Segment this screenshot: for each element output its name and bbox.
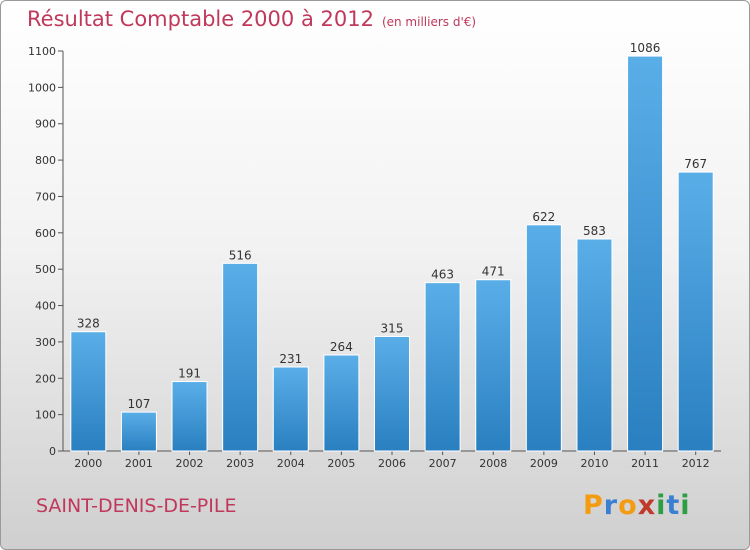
y-tick-label: 100 [35, 409, 56, 422]
bars [70, 55, 714, 452]
bar-2000 [70, 331, 107, 452]
bar-2006 [374, 335, 410, 452]
value-label-2005: 264 [330, 340, 353, 354]
y-tick-label: 900 [35, 118, 56, 131]
place-name: SAINT-DENIS-DE-PILE [36, 495, 237, 517]
chart-title-text: Résultat Comptable 2000 à 2012 [27, 7, 374, 31]
bar-2004 [272, 366, 309, 452]
x-tick-label-2005: 2005 [327, 457, 355, 470]
y-tick-label: 600 [35, 227, 56, 240]
value-label-2012: 767 [684, 157, 707, 171]
x-tick-label-2009: 2009 [530, 457, 558, 470]
y-tick-label: 200 [35, 372, 56, 385]
bar-2008 [475, 279, 512, 452]
value-label-2000: 328 [77, 317, 100, 331]
x-axis: 2000 2001 2002 2003 2004 2005 2006 2007 2008 2009… [63, 450, 721, 470]
value-label-2008: 471 [482, 265, 505, 279]
bar-2011 [627, 55, 664, 452]
logo-letter: r [603, 490, 619, 521]
value-label-2001: 107 [127, 397, 150, 411]
value-label-2004: 231 [279, 352, 302, 366]
y-tick-label: 1000 [28, 81, 56, 94]
value-label-2007: 463 [431, 268, 454, 282]
bar-2009 [525, 224, 562, 452]
bar-2003 [222, 262, 259, 452]
proxiti-logo: Proxiti [583, 490, 691, 521]
x-tick-label-2012: 2012 [682, 457, 710, 470]
y-tick-label: 800 [35, 154, 56, 167]
bar-2005 [323, 354, 360, 452]
value-labels: 328 107 191 516 231 264 315 463 471 622 583 1086 767 [77, 41, 707, 411]
y-tick-label: 500 [35, 263, 56, 276]
value-label-2002: 191 [178, 367, 201, 381]
logo-letter: o [618, 490, 638, 521]
y-tick-label: 700 [35, 190, 56, 203]
y-tick-label: 1100 [28, 45, 56, 58]
bar-2012 [677, 171, 714, 452]
logo-letter: i [680, 490, 691, 521]
y-tick-label: 300 [35, 336, 56, 349]
chart-title: Résultat Comptable 2000 à 2012 (en millie… [27, 7, 476, 31]
bar-2002 [171, 381, 208, 452]
logo-letter: P [583, 490, 604, 521]
logo-letter: x [637, 490, 657, 521]
value-label-2010: 583 [583, 224, 606, 238]
x-tick-label-2002: 2002 [176, 457, 204, 470]
x-tick-label-2008: 2008 [479, 457, 507, 470]
x-tick-label-2000: 2000 [74, 457, 102, 470]
value-label-2003: 516 [229, 248, 252, 262]
value-label-2011: 1086 [630, 41, 661, 55]
x-tick-label-2006: 2006 [378, 457, 406, 470]
value-label-2006: 315 [381, 321, 404, 335]
x-tick-label-2007: 2007 [429, 457, 457, 470]
x-tick-label-2001: 2001 [125, 457, 153, 470]
y-axis: 0 100 200 300 400 500 600 700 800 900 1000 1100 [28, 45, 64, 458]
bar-2001 [120, 411, 157, 452]
x-tick-label-2010: 2010 [580, 457, 608, 470]
logo-letter: t [666, 490, 681, 521]
x-tick-label-2004: 2004 [277, 457, 305, 470]
x-tick-label-2011: 2011 [631, 457, 659, 470]
bar-2010 [576, 238, 613, 452]
y-tick-label: 0 [49, 445, 56, 458]
y-tick-label: 400 [35, 300, 56, 313]
bar-2007 [424, 282, 461, 452]
x-tick-label-2003: 2003 [226, 457, 254, 470]
value-label-2009: 622 [532, 210, 555, 224]
logo-letter: i [656, 490, 667, 521]
bar-chart: 0 100 200 300 400 500 600 700 800 900 1000 1100 200… [28, 41, 721, 470]
chart-unit-label: (en milliers d'€) [381, 15, 477, 29]
